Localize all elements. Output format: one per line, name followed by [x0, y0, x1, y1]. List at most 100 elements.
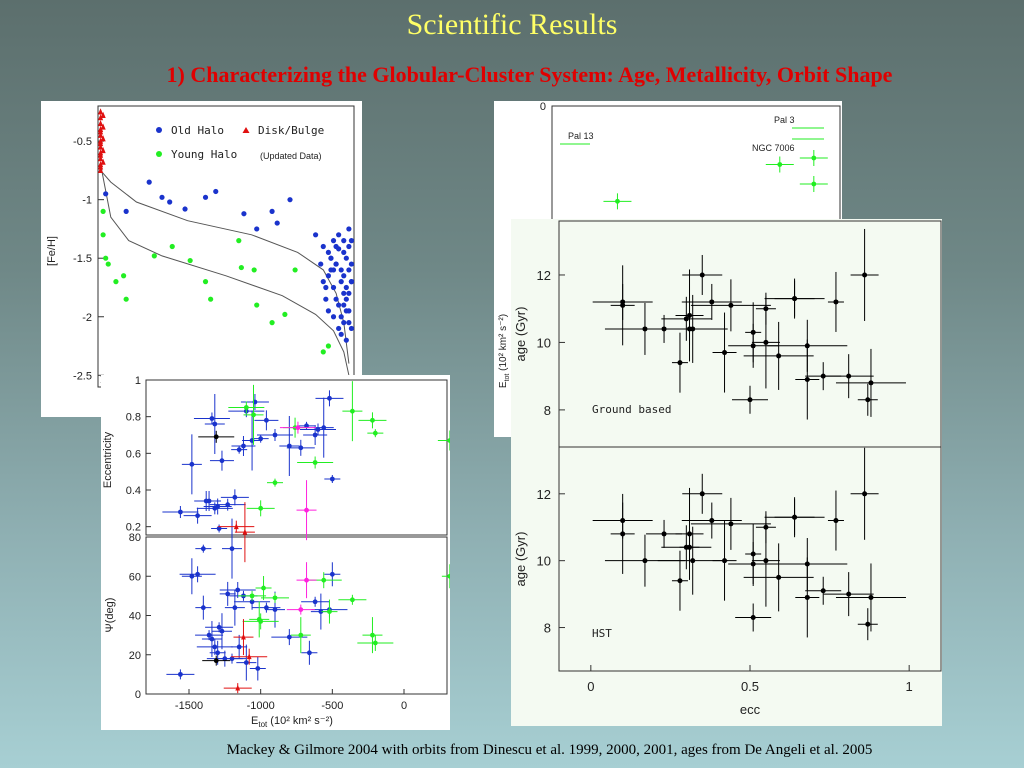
point-marker [336, 325, 342, 332]
point-marker [620, 302, 626, 308]
point-marker [232, 494, 238, 500]
point-marker [346, 226, 352, 232]
x-tick-label: -1000 [247, 700, 275, 712]
x-tick-label: 0 [587, 679, 594, 694]
point-marker [833, 299, 839, 305]
point-marker [200, 605, 206, 611]
point-marker [776, 574, 782, 580]
y-tick-label: -2.5 [73, 370, 92, 382]
y-tick-label: 0.6 [126, 448, 141, 460]
point-marker [777, 162, 783, 167]
point-marker [447, 438, 450, 443]
point-marker [325, 343, 331, 349]
point-marker [330, 314, 337, 320]
point-marker [868, 380, 874, 386]
point-marker [178, 671, 183, 677]
point-marker [329, 571, 335, 577]
point-marker [865, 397, 871, 403]
point-marker [642, 558, 648, 564]
triangle-marker [97, 143, 104, 150]
point-marker [338, 279, 344, 285]
point-marker [123, 208, 129, 214]
point-marker [447, 573, 450, 579]
point-marker [269, 208, 275, 214]
point-marker [750, 561, 756, 567]
point-marker [151, 253, 157, 259]
point-marker [258, 505, 264, 511]
y-tick-label: 20 [129, 650, 141, 662]
x-tick-label: 0 [401, 700, 407, 712]
y-tick-label: 40 [129, 611, 141, 623]
point-marker [346, 320, 352, 326]
y-tick-label: 10 [537, 335, 551, 350]
point-marker [687, 544, 693, 550]
point-marker [212, 421, 218, 427]
point-marker [338, 314, 344, 320]
y-tick-label: 10 [537, 554, 551, 569]
boundary-curve [100, 164, 350, 376]
y-tick-label: 80 [129, 532, 141, 544]
point-marker [295, 425, 301, 431]
point-marker [202, 279, 209, 285]
point-marker [333, 296, 339, 302]
energy-panel: 0.2 0.4 0.6 0.8 1 0 20 40 60 80 -1500 -1000 -500 0 Ecc… [101, 375, 450, 730]
point-marker [343, 296, 349, 302]
age-panel: 8 8 10 10 12 12 0 0.5 1 age (Gyr) age (Gyr) ecc Grou… [511, 219, 942, 726]
triangle-marker [100, 146, 106, 154]
point-marker [304, 577, 309, 583]
x-tick-label: -1500 [175, 700, 203, 712]
point-marker [167, 199, 173, 205]
point-marker [312, 432, 318, 438]
point-marker [348, 261, 355, 267]
y-tick-label: 0.8 [126, 412, 141, 424]
point-marker [862, 272, 868, 278]
point-marker [206, 632, 212, 638]
point-marker [747, 397, 753, 403]
point-marker [249, 599, 255, 605]
point-marker [763, 306, 769, 312]
annotation-pal3: Pal 3 [774, 115, 795, 125]
x-tick-label: -500 [321, 700, 343, 712]
point-marker [763, 524, 769, 530]
y-tick-label: 0.4 [126, 485, 141, 497]
point-marker [709, 299, 715, 305]
point-marker [251, 412, 256, 418]
point-marker [343, 284, 349, 291]
y-tick-label: 8 [544, 621, 551, 636]
point-marker [264, 605, 269, 611]
legend-label: Disk/Bulge [258, 124, 324, 137]
y-tick-label: 0.2 [126, 522, 141, 534]
point-marker [312, 599, 318, 605]
triangle-marker [97, 119, 104, 127]
triangle-marker [100, 123, 106, 130]
point-marker [298, 445, 304, 451]
point-marker [320, 243, 326, 250]
point-marker [236, 238, 242, 244]
point-marker [169, 243, 175, 250]
point-marker [313, 232, 319, 238]
point-marker [350, 408, 355, 414]
point-marker [304, 423, 309, 429]
point-marker [229, 546, 235, 552]
triangle-marker [97, 139, 104, 147]
point-marker [341, 273, 347, 279]
point-marker [315, 427, 321, 432]
point-marker [213, 658, 219, 664]
point-marker [208, 296, 214, 302]
point-marker [225, 502, 231, 508]
point-marker [320, 279, 326, 285]
point-marker [238, 264, 244, 271]
point-marker [178, 509, 183, 515]
point-marker [370, 632, 375, 638]
triangle-marker [97, 114, 104, 121]
point-marker [327, 609, 332, 614]
point-marker [690, 326, 696, 332]
point-marker [325, 273, 331, 279]
point-marker [215, 650, 221, 656]
point-marker [341, 320, 347, 326]
point-marker [100, 208, 106, 214]
point-marker [261, 585, 266, 591]
legend-label: Old Halo [171, 124, 224, 137]
panel-label-hst: HST [592, 627, 612, 640]
y-axis-label: Etot (10² km² s⁻²) [498, 314, 511, 388]
